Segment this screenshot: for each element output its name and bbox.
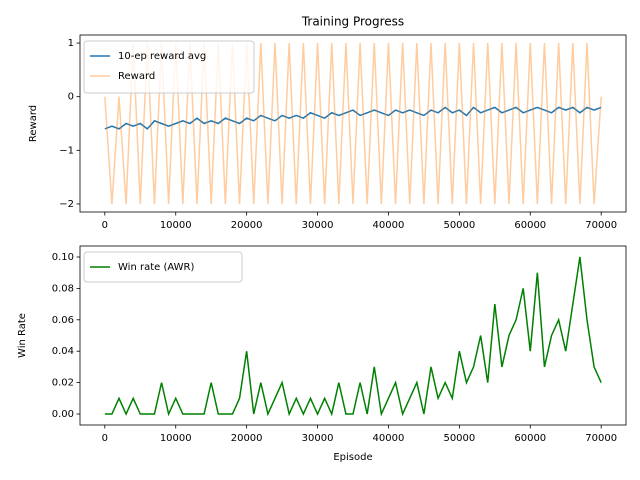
x-tick-label: 70000	[585, 433, 617, 444]
data-line	[104, 106, 602, 130]
axes-frame	[79, 34, 627, 213]
x-tick-label: 60000	[514, 220, 546, 231]
y-tick-label: 1	[68, 38, 74, 49]
y-axis-label: Win Rate	[17, 313, 28, 358]
legend-label: Win rate (AWR)	[118, 262, 194, 273]
legend-label: Reward	[118, 71, 155, 82]
chart-title: Training Progress	[301, 15, 404, 29]
axes-frame	[79, 245, 627, 426]
y-tick-label: 0.06	[52, 315, 74, 326]
x-tick-label: 60000	[514, 433, 546, 444]
y-tick-label: 0.02	[52, 378, 74, 389]
data-line	[104, 43, 602, 204]
y-tick-label: 0.04	[52, 346, 74, 357]
y-tick-label: 0.10	[52, 252, 74, 263]
x-tick-label: 10000	[160, 220, 192, 231]
x-tick-label: 50000	[443, 220, 475, 231]
x-tick-label: 0	[102, 433, 108, 444]
x-tick-label: 30000	[302, 220, 334, 231]
x-tick-label: 10000	[160, 433, 192, 444]
x-tick-label: 0	[102, 220, 108, 231]
y-tick-label: −1	[59, 145, 74, 156]
y-axis-label: Reward	[28, 105, 39, 142]
legend-box	[83, 40, 255, 94]
x-tick-label: 40000	[373, 433, 405, 444]
x-tick-label: 70000	[585, 220, 617, 231]
y-tick-label: 0	[68, 92, 74, 103]
x-axis-label: Episode	[333, 452, 372, 463]
x-tick-label: 20000	[231, 220, 263, 231]
legend-label: 10-ep reward avg	[118, 51, 206, 62]
data-line	[104, 256, 602, 417]
y-tick-label: −2	[59, 199, 74, 210]
x-tick-label: 50000	[443, 433, 475, 444]
x-tick-label: 40000	[373, 220, 405, 231]
legend-box	[83, 251, 243, 283]
x-tick-label: 30000	[302, 433, 334, 444]
y-tick-label: 0.00	[52, 409, 74, 420]
y-tick-label: 0.08	[52, 283, 74, 294]
x-tick-label: 20000	[231, 433, 263, 444]
